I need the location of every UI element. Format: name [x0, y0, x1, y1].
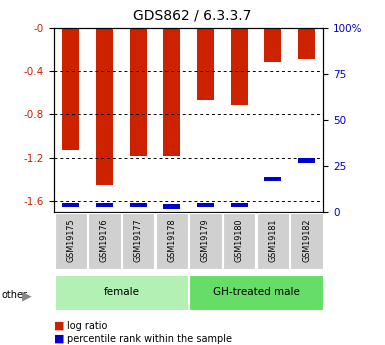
Bar	[96, 28, 113, 185]
Text: GSM19178: GSM19178	[167, 219, 176, 263]
Text: GSM19176: GSM19176	[100, 219, 109, 263]
Bar	[298, 158, 315, 162]
Text: female: female	[103, 287, 139, 297]
Bar	[197, 203, 214, 207]
FancyBboxPatch shape	[257, 213, 289, 268]
Text: ■: ■	[54, 321, 64, 331]
FancyBboxPatch shape	[122, 213, 154, 268]
Bar	[130, 28, 147, 156]
FancyBboxPatch shape	[189, 275, 323, 310]
Text: GSM19180: GSM19180	[235, 219, 244, 262]
Text: GSM19177: GSM19177	[134, 219, 142, 263]
Bar	[197, 28, 214, 100]
Bar	[298, 28, 315, 59]
Text: percentile rank within the sample: percentile rank within the sample	[67, 334, 233, 344]
Text: GSM19179: GSM19179	[201, 219, 210, 263]
Bar	[130, 203, 147, 207]
FancyBboxPatch shape	[290, 213, 323, 268]
Bar	[62, 28, 79, 150]
Text: other: other	[2, 290, 28, 300]
Text: ■: ■	[54, 334, 64, 344]
FancyBboxPatch shape	[156, 213, 188, 268]
FancyBboxPatch shape	[55, 213, 87, 268]
FancyBboxPatch shape	[55, 275, 188, 310]
Text: GH-treated male: GH-treated male	[213, 287, 300, 297]
Bar	[231, 28, 248, 105]
Text: GSM19182: GSM19182	[302, 219, 311, 263]
FancyBboxPatch shape	[223, 213, 255, 268]
Bar	[264, 28, 281, 62]
Bar	[163, 28, 180, 156]
Text: ▶: ▶	[22, 289, 32, 302]
FancyBboxPatch shape	[189, 213, 222, 268]
Text: GSM19181: GSM19181	[268, 219, 277, 262]
Bar	[264, 177, 281, 181]
Bar	[62, 203, 79, 207]
Text: GSM19175: GSM19175	[66, 219, 75, 263]
Text: log ratio: log ratio	[67, 321, 108, 331]
Text: GDS862 / 6.3.3.7: GDS862 / 6.3.3.7	[133, 9, 252, 23]
Bar	[96, 203, 113, 207]
Bar	[163, 205, 180, 209]
Bar	[231, 203, 248, 207]
FancyBboxPatch shape	[88, 213, 121, 268]
